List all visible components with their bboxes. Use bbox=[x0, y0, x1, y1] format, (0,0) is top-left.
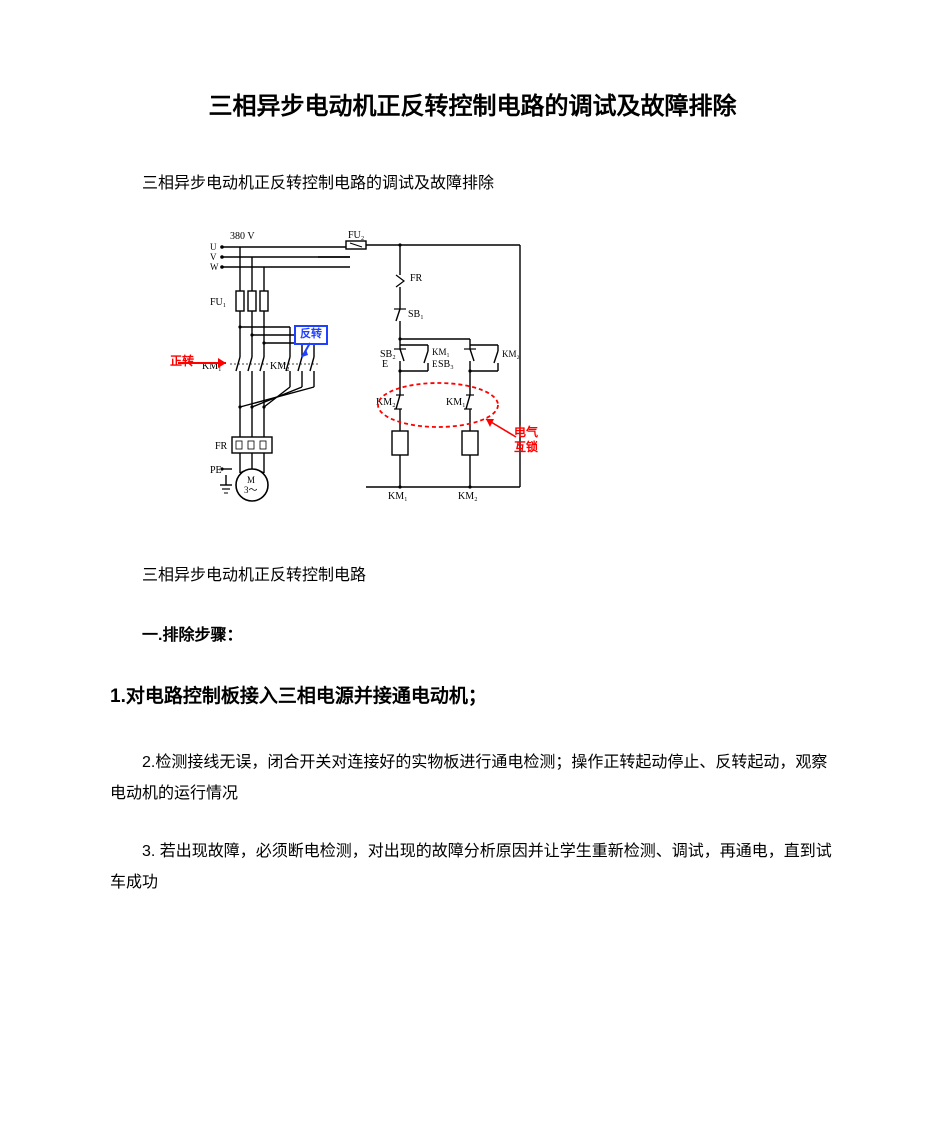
reverse-label-box: 反转 bbox=[294, 325, 328, 344]
svg-text:FR: FR bbox=[410, 273, 423, 284]
svg-text:FU₁: FU₁ bbox=[210, 297, 226, 308]
svg-text:V: V bbox=[210, 252, 217, 262]
svg-text:KM₁: KM₁ bbox=[432, 347, 450, 357]
document-title: 三相异步电动机正反转控制电路的调试及故障排除 bbox=[110, 86, 835, 121]
interlock-ellipse bbox=[378, 383, 498, 427]
svg-text:W: W bbox=[210, 262, 219, 272]
svg-text:KM₁: KM₁ bbox=[446, 397, 466, 408]
sb1-stop bbox=[394, 301, 406, 333]
diagram-caption: 三相异步电动机正反转控制电路 bbox=[110, 561, 835, 585]
svg-text:PE: PE bbox=[210, 465, 222, 476]
svg-text:E: E bbox=[382, 359, 388, 370]
document-page: 三相异步电动机正反转控制电路的调试及故障排除 三相异步电动机正反转控制电路的调试… bbox=[0, 0, 945, 1123]
fr-nc-contact bbox=[396, 267, 404, 301]
svg-text:KM₂: KM₂ bbox=[458, 491, 478, 502]
section-heading: 一.排除步骤： bbox=[110, 621, 835, 645]
svg-text:SB₁: SB₁ bbox=[408, 309, 424, 320]
svg-text:FR: FR bbox=[215, 441, 228, 452]
interlock-label: 电气 互锁 bbox=[514, 425, 538, 454]
svg-text:3～: 3～ bbox=[244, 485, 258, 495]
svg-text:M: M bbox=[247, 475, 255, 485]
svg-text:KM₁: KM₁ bbox=[388, 491, 408, 502]
circuit-diagram: 380 V U V W FU₁ bbox=[170, 227, 550, 527]
forward-label: 正转 bbox=[170, 355, 194, 367]
step-1: 1.对电路控制板接入三相电源并接通电动机； bbox=[110, 681, 835, 708]
svg-text:SB₃: SB₃ bbox=[438, 359, 454, 370]
svg-text:KM₂: KM₂ bbox=[502, 349, 520, 359]
svg-text:U: U bbox=[210, 242, 217, 252]
intro-paragraph: 三相异步电动机正反转控制电路的调试及故障排除 bbox=[110, 169, 835, 199]
voltage-label: 380 V bbox=[230, 231, 255, 242]
km1-contacts bbox=[230, 357, 270, 387]
svg-text:KM₂: KM₂ bbox=[270, 361, 290, 372]
step-3: 3. 若出现故障，必须断电检测，对出现的故障分析原因并让学生重新检测、调试，再通… bbox=[110, 837, 835, 898]
svg-text:FU₂: FU₂ bbox=[348, 230, 364, 241]
step-2: 2.检测接线无误，闭合开关对连接好的实物板进行通电检测；操作正转起动停止、反转起… bbox=[110, 748, 835, 809]
